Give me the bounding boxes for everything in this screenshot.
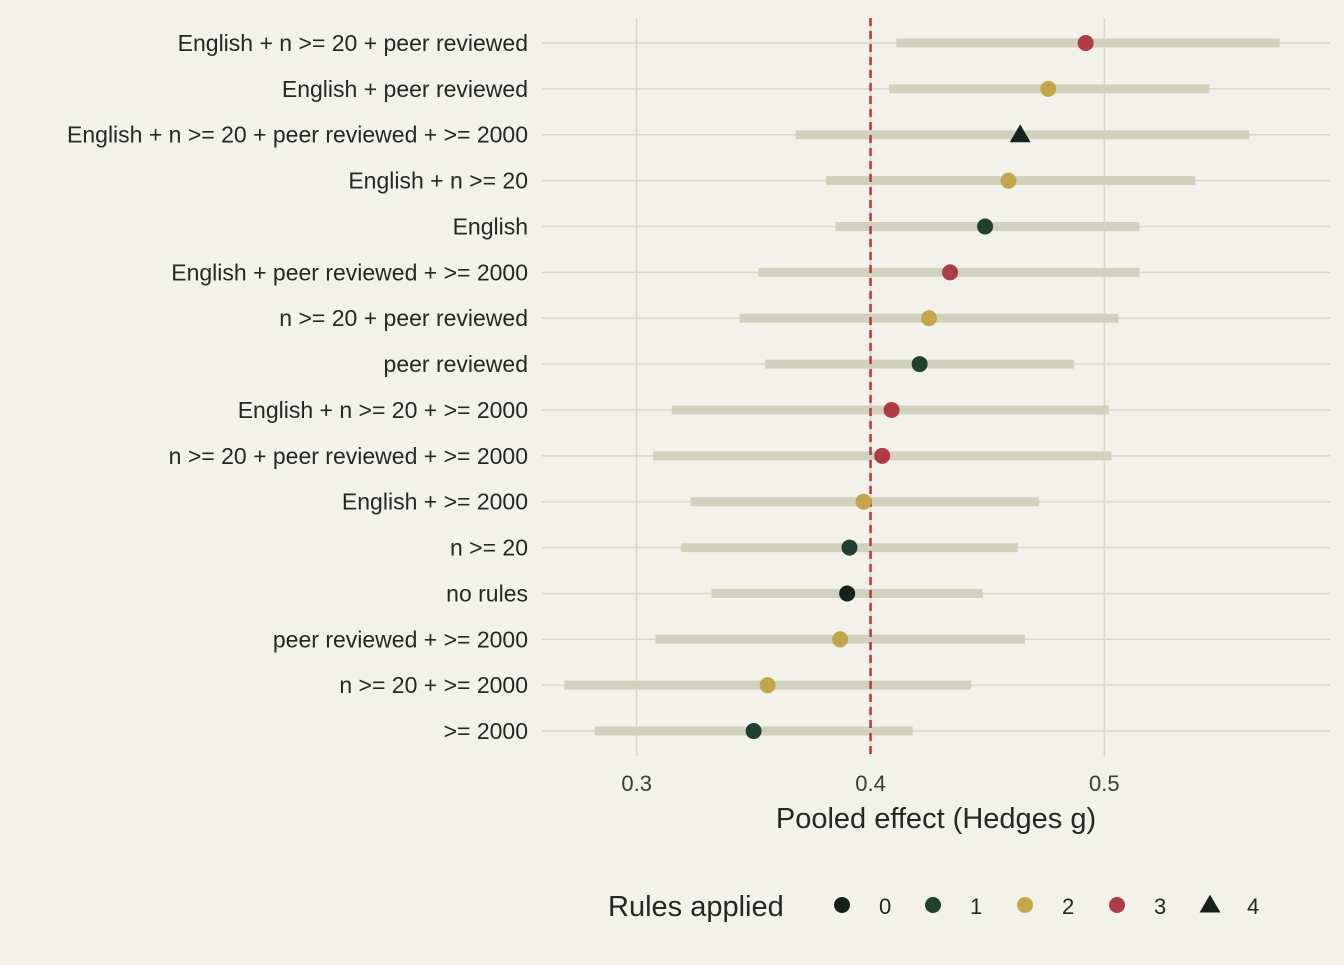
legend-entry: 3 <box>1109 894 1166 919</box>
x-tick-label: 0.4 <box>855 771 886 796</box>
y-axis-label: English + peer reviewed <box>282 76 528 102</box>
y-axis-label: English + n >= 20 + peer reviewed + >= 2… <box>67 122 528 148</box>
legend-label: 4 <box>1247 894 1259 919</box>
estimate-point <box>1000 172 1017 189</box>
x-tick-label: 0.3 <box>621 771 652 796</box>
estimate-point <box>942 264 959 281</box>
y-axis-labels: English + n >= 20 + peer reviewed English… <box>67 30 528 744</box>
estimate-point <box>832 631 849 648</box>
y-axis-label: English + n >= 20 + peer reviewed <box>178 30 528 56</box>
legend-entry: 2 <box>1017 894 1074 919</box>
legend-title: Rules applied <box>608 891 784 923</box>
estimate-point <box>745 723 762 740</box>
estimate-point <box>1040 80 1057 97</box>
y-axis-label: >= 2000 <box>444 718 528 744</box>
estimate-point <box>1009 124 1031 143</box>
legend-entry: 4 <box>1199 894 1259 919</box>
legend-key <box>1017 897 1033 913</box>
y-axis-label: English <box>453 213 528 239</box>
x-axis-tick-labels: 0.3 0.4 0.5 <box>621 771 1119 796</box>
interval-bars <box>564 38 1280 736</box>
legend-key <box>925 897 941 913</box>
estimate-point <box>920 310 937 327</box>
y-axis-label: n >= 20 + peer reviewed + >= 2000 <box>169 443 528 469</box>
y-axis-label: n >= 20 <box>450 535 528 561</box>
legend-entry: 1 <box>925 894 982 919</box>
legend: Rules applied 0 1 2 3 4 <box>608 891 1259 923</box>
estimate-point <box>1077 35 1094 51</box>
legend-entry: 0 <box>834 894 891 919</box>
y-axis-label: English + >= 2000 <box>342 489 528 515</box>
y-axis-label: n >= 20 + >= 2000 <box>339 672 528 698</box>
estimate-point <box>839 585 856 602</box>
estimate-point <box>874 447 891 464</box>
estimate-point <box>759 677 776 694</box>
y-axis-label: n >= 20 + peer reviewed <box>279 305 528 331</box>
legend-key <box>834 897 850 913</box>
y-axis-label: peer reviewed <box>384 351 528 377</box>
y-axis-label: peer reviewed + >= 2000 <box>273 626 528 652</box>
legend-label: 2 <box>1062 894 1074 919</box>
gridlines <box>542 18 1330 756</box>
x-axis-title: Pooled effect (Hedges g) <box>776 803 1096 835</box>
legend-key <box>1109 897 1125 913</box>
y-axis-label: English + n >= 20 <box>348 168 528 194</box>
y-axis-label: no rules <box>446 580 528 606</box>
estimate-point <box>977 218 994 235</box>
legend-key <box>1199 894 1221 913</box>
x-tick-label: 0.5 <box>1089 771 1120 796</box>
legend-label: 1 <box>970 894 982 919</box>
estimate-point <box>841 539 858 556</box>
estimate-point <box>883 401 900 418</box>
y-axis-label: English + peer reviewed + >= 2000 <box>171 259 528 285</box>
legend-label: 3 <box>1154 894 1166 919</box>
estimate-points <box>745 35 1094 740</box>
estimate-point <box>855 493 872 510</box>
y-axis-label: English + n >= 20 + >= 2000 <box>238 397 528 423</box>
legend-label: 0 <box>879 894 891 919</box>
estimate-point <box>911 356 928 373</box>
